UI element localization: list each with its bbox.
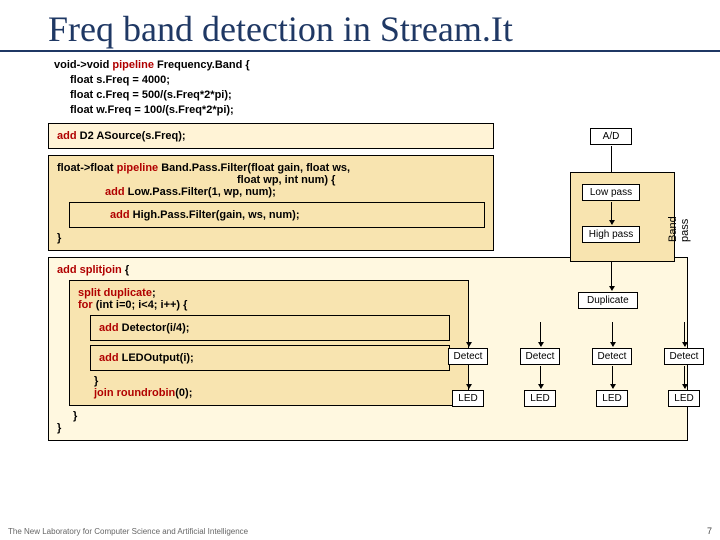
detect-node: Detect xyxy=(520,348,560,365)
arrow xyxy=(684,322,685,346)
arrow xyxy=(540,366,541,388)
code-decl: float c.Freq = 500/(s.Freq*2*pi); xyxy=(54,88,488,103)
code-decl: float w.Freq = 100/(s.Freq*2*pi); xyxy=(54,103,488,118)
code-text: float->float xyxy=(57,162,117,174)
lowpass-node: Low pass xyxy=(582,184,640,201)
code-text: D2 ASource(s.Freq); xyxy=(80,130,186,142)
split-panel: split duplicate; for (int i=0; i<4; i++)… xyxy=(69,280,469,406)
code-text: Detector(i/4); xyxy=(122,322,190,334)
arrow xyxy=(611,202,612,224)
code-decl: float s.Freq = 4000; xyxy=(54,73,488,88)
code-text: (int i=0; i<4; i++) { xyxy=(96,299,188,311)
arrow xyxy=(612,366,613,388)
keyword-add: add xyxy=(99,352,122,364)
keyword-join: join roundrobin xyxy=(94,387,175,399)
keyword-add: add xyxy=(110,209,133,221)
keyword-add: add xyxy=(99,322,122,334)
arrow xyxy=(611,262,612,290)
d2a-panel: add D2 ASource(s.Freq); xyxy=(48,123,494,149)
keyword-pipeline: pipeline xyxy=(117,162,159,174)
code-text: float wp, int num) { xyxy=(57,174,485,186)
code-text: LEDOutput(i); xyxy=(122,352,194,364)
led-node: LED xyxy=(524,390,556,407)
detect-node: Detect xyxy=(592,348,632,365)
code-column: void->void pipeline Frequency.Band { flo… xyxy=(48,54,494,441)
code-text: Frequency.Band { xyxy=(154,59,250,71)
keyword-add: add xyxy=(57,130,80,142)
arrow xyxy=(468,366,469,388)
detect-node: Detect xyxy=(664,348,704,365)
flow-diagram: A/D Low pass High pass Band pass Duplica… xyxy=(510,54,700,474)
detector-panel: add Detector(i/4); xyxy=(90,315,450,341)
led-node: LED xyxy=(452,390,484,407)
code-text: void->void xyxy=(54,59,112,71)
arrow xyxy=(540,322,541,346)
footer-text: The New Laboratory for Computer Science … xyxy=(8,527,248,536)
bandpass-outer-panel: float->float pipeline Band.Pass.Filter(f… xyxy=(48,155,494,251)
slide-title: Freq band detection in Stream.It xyxy=(0,0,720,52)
code-text: (0); xyxy=(175,387,192,399)
keyword-add: add xyxy=(105,186,128,198)
pipeline-header: void->void pipeline Frequency.Band { flo… xyxy=(48,54,494,121)
page-number: 7 xyxy=(707,526,712,536)
keyword-for: for xyxy=(78,299,96,311)
code-text: Low.Pass.Filter(1, wp, num); xyxy=(128,186,276,198)
bandpass-label: Band pass xyxy=(667,200,691,242)
code-text: { xyxy=(122,264,129,276)
duplicate-node: Duplicate xyxy=(578,292,638,309)
ad-node: A/D xyxy=(590,128,632,145)
arrow xyxy=(684,366,685,388)
detect-node: Detect xyxy=(448,348,488,365)
led-panel: add LEDOutput(i); xyxy=(90,345,450,371)
code-text: ; xyxy=(152,287,156,299)
arrow xyxy=(612,322,613,346)
led-node: LED xyxy=(668,390,700,407)
close-brace: } xyxy=(78,375,460,387)
content-area: void->void pipeline Frequency.Band { flo… xyxy=(0,54,720,441)
code-text: High.Pass.Filter(gain, ws, num); xyxy=(133,209,300,221)
code-text: Band.Pass.Filter(float gain, float ws, xyxy=(158,162,350,174)
led-node: LED xyxy=(596,390,628,407)
close-brace: } xyxy=(57,232,485,244)
keyword-pipeline: pipeline xyxy=(112,59,154,71)
highpass-node: High pass xyxy=(582,226,640,243)
keyword-split: split duplicate xyxy=(78,287,152,299)
arrow xyxy=(468,322,469,346)
keyword-splitjoin: add splitjoin xyxy=(57,264,122,276)
highpass-inner-panel: add High.Pass.Filter(gain, ws, num); xyxy=(69,202,485,228)
